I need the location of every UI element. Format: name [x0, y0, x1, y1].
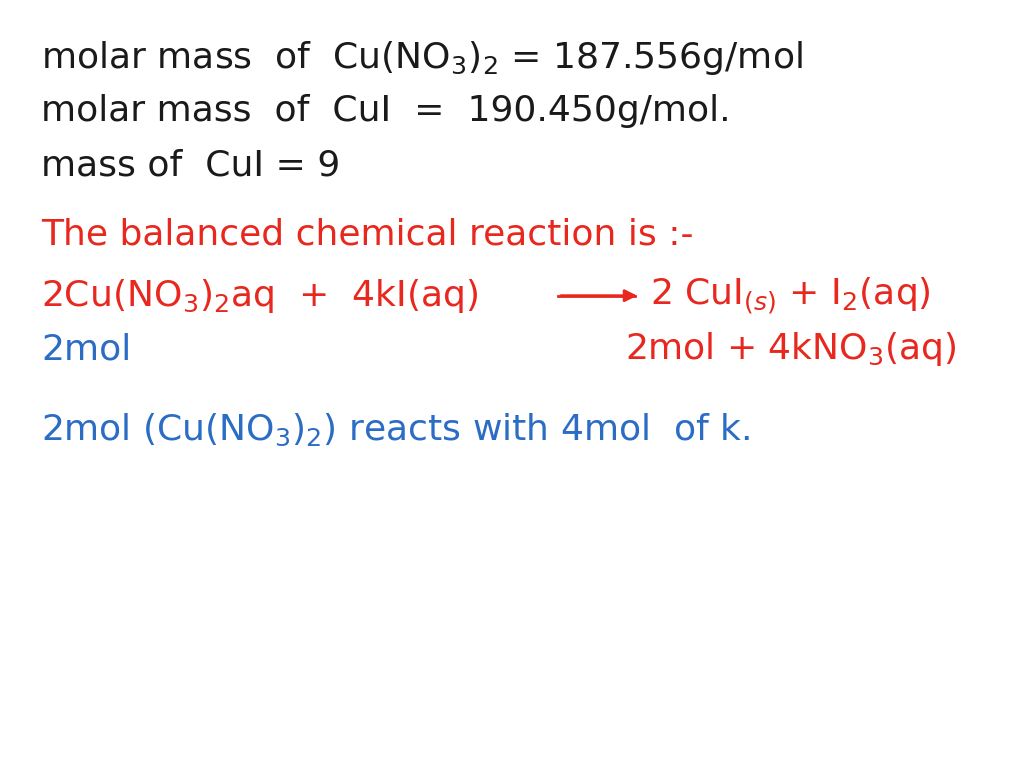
Text: 2mol (Cu(NO$_3$)$_2$) reacts with 4mol  of k.: 2mol (Cu(NO$_3$)$_2$) reacts with 4mol o…	[41, 412, 751, 449]
Text: molar mass  of  CuI  =  190.450g/mol.: molar mass of CuI = 190.450g/mol.	[41, 94, 730, 128]
Text: 2Cu(NO$_3$)$_2$aq  +  4kI(aq): 2Cu(NO$_3$)$_2$aq + 4kI(aq)	[41, 276, 478, 315]
Text: 2 CuI$_{(s)}$ + I$_2$(aq): 2 CuI$_{(s)}$ + I$_2$(aq)	[650, 276, 931, 316]
Text: The balanced chemical reaction is :-: The balanced chemical reaction is :-	[41, 217, 693, 251]
Text: 2mol + 4kNO$_3$(aq): 2mol + 4kNO$_3$(aq)	[625, 330, 956, 369]
Text: molar mass  of  Cu(NO$_3$)$_2$ = 187.556g/mol: molar mass of Cu(NO$_3$)$_2$ = 187.556g/…	[41, 38, 803, 77]
Text: mass of  CuI = 9: mass of CuI = 9	[41, 148, 340, 182]
Text: 2mol: 2mol	[41, 333, 131, 366]
